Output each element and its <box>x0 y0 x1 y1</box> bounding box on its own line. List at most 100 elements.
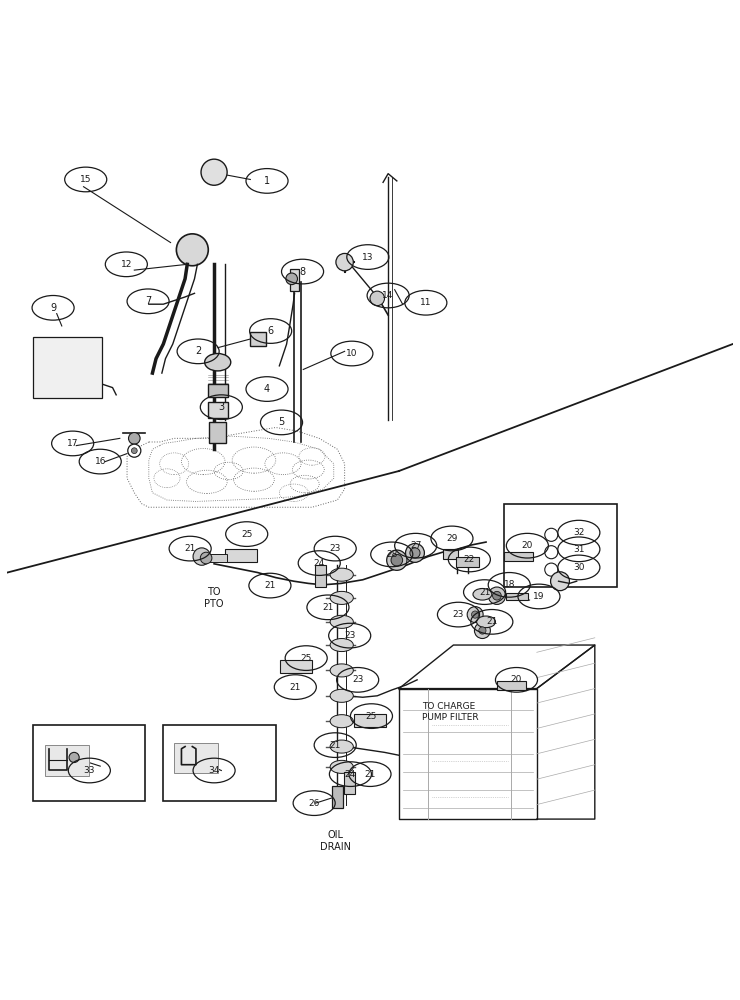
Text: 10: 10 <box>346 349 357 358</box>
Circle shape <box>201 552 212 564</box>
Circle shape <box>471 611 479 618</box>
Circle shape <box>545 563 558 576</box>
Text: 26: 26 <box>309 799 320 808</box>
Bar <box>209 422 226 443</box>
Text: 9: 9 <box>50 303 56 313</box>
Text: 24: 24 <box>314 559 325 568</box>
Text: 21: 21 <box>479 588 491 597</box>
Ellipse shape <box>330 568 353 581</box>
Text: 21: 21 <box>289 683 301 692</box>
Text: 7: 7 <box>145 296 151 306</box>
Ellipse shape <box>477 616 496 628</box>
Bar <box>280 660 312 673</box>
Text: 32: 32 <box>574 528 585 537</box>
Ellipse shape <box>330 591 353 604</box>
Text: 8: 8 <box>300 267 306 277</box>
Circle shape <box>488 587 505 604</box>
Bar <box>207 402 228 418</box>
Bar <box>33 337 101 398</box>
Circle shape <box>493 591 501 600</box>
Bar <box>504 504 616 587</box>
Text: 5: 5 <box>278 417 285 427</box>
Text: 23: 23 <box>329 544 341 553</box>
Circle shape <box>128 444 141 457</box>
Circle shape <box>467 607 483 623</box>
Circle shape <box>551 572 570 591</box>
Ellipse shape <box>330 760 353 773</box>
Circle shape <box>201 159 227 185</box>
Circle shape <box>193 548 210 565</box>
Text: TO CHARGE
PUMP FILTER: TO CHARGE PUMP FILTER <box>423 702 479 722</box>
Ellipse shape <box>330 639 353 652</box>
Text: 25: 25 <box>300 654 312 663</box>
Text: 17: 17 <box>67 439 78 448</box>
Ellipse shape <box>330 715 353 728</box>
Bar <box>506 593 528 600</box>
Circle shape <box>69 752 79 763</box>
Bar <box>315 565 326 587</box>
Bar <box>207 384 228 397</box>
Text: 19: 19 <box>534 592 545 601</box>
Text: 29: 29 <box>446 534 457 543</box>
Text: 21: 21 <box>329 741 341 750</box>
Text: 6: 6 <box>268 326 274 336</box>
Bar <box>250 332 266 346</box>
Text: 20: 20 <box>511 675 522 684</box>
Text: 25: 25 <box>366 712 377 721</box>
Text: 24: 24 <box>345 770 356 779</box>
Bar <box>443 549 459 559</box>
Text: 15: 15 <box>80 175 92 184</box>
Bar <box>33 725 145 801</box>
Text: OIL
DRAIN: OIL DRAIN <box>320 830 352 852</box>
Bar <box>290 269 299 291</box>
Circle shape <box>129 433 140 444</box>
Text: 21: 21 <box>264 581 275 590</box>
Text: 11: 11 <box>420 298 431 307</box>
Circle shape <box>391 554 403 566</box>
Text: 1: 1 <box>264 176 270 186</box>
Circle shape <box>406 544 425 562</box>
Circle shape <box>387 550 407 570</box>
Circle shape <box>545 528 558 541</box>
Circle shape <box>410 548 420 558</box>
Ellipse shape <box>330 689 353 702</box>
Text: 27: 27 <box>410 541 421 550</box>
Circle shape <box>474 623 491 639</box>
Text: 30: 30 <box>573 563 585 572</box>
Text: 21: 21 <box>486 617 497 626</box>
Bar <box>456 557 479 567</box>
Ellipse shape <box>473 588 492 600</box>
Text: 22: 22 <box>464 555 475 564</box>
Text: 33: 33 <box>84 766 95 775</box>
Circle shape <box>132 448 137 454</box>
Ellipse shape <box>330 664 353 677</box>
Text: 13: 13 <box>362 253 374 262</box>
Circle shape <box>286 273 297 285</box>
Bar <box>164 725 276 801</box>
Ellipse shape <box>330 740 353 753</box>
Text: 14: 14 <box>383 291 394 300</box>
Text: 21: 21 <box>322 603 334 612</box>
Text: TO
PTO: TO PTO <box>204 587 223 609</box>
Text: 18: 18 <box>503 580 515 589</box>
Text: 31: 31 <box>573 545 585 554</box>
Text: 23: 23 <box>352 675 363 684</box>
Bar <box>209 554 227 562</box>
Circle shape <box>370 291 385 306</box>
Ellipse shape <box>330 615 353 628</box>
Bar <box>45 745 89 776</box>
Bar <box>332 786 343 808</box>
Text: 34: 34 <box>209 766 220 775</box>
Text: 23: 23 <box>453 610 464 619</box>
Circle shape <box>336 253 353 271</box>
Text: 4: 4 <box>264 384 270 394</box>
Text: 21: 21 <box>364 770 376 779</box>
Bar <box>174 743 218 773</box>
Bar <box>344 772 355 794</box>
Text: 2: 2 <box>195 346 201 356</box>
Circle shape <box>545 546 558 559</box>
Bar <box>504 552 534 561</box>
Circle shape <box>479 627 486 634</box>
Text: 3: 3 <box>218 402 224 412</box>
Circle shape <box>176 234 208 266</box>
